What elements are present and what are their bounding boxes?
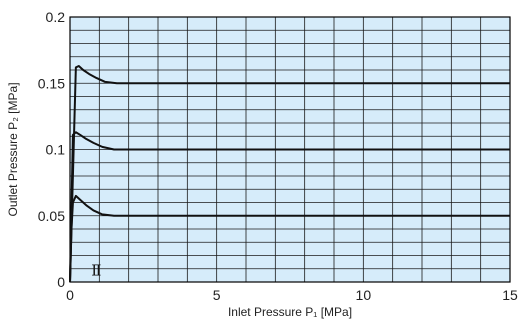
- x-tick-label: 15: [502, 287, 518, 303]
- y-tick-label: 0.05: [38, 208, 65, 224]
- x-axis-title: Inlet Pressure P₁ [MPa]: [228, 305, 352, 319]
- y-axis-title: Outlet Pressure P₂ [MPa]: [6, 82, 20, 216]
- tick-labels: 0 5 10 15 0 0.05 0.1 0.15 0.2: [38, 9, 518, 303]
- x-tick-label: 5: [213, 287, 221, 303]
- region-annotation: Ⅱ: [91, 263, 101, 279]
- series-line-3: [69, 65, 510, 283]
- y-tick-label: 0.1: [46, 142, 66, 158]
- series-layer: [69, 65, 510, 283]
- x-tick-label: 0: [66, 287, 74, 303]
- y-tick-label: 0.2: [46, 9, 66, 25]
- y-tick-label: 0.15: [38, 75, 65, 91]
- x-tick-label: 10: [356, 287, 372, 303]
- y-tick-label: 0: [57, 274, 65, 290]
